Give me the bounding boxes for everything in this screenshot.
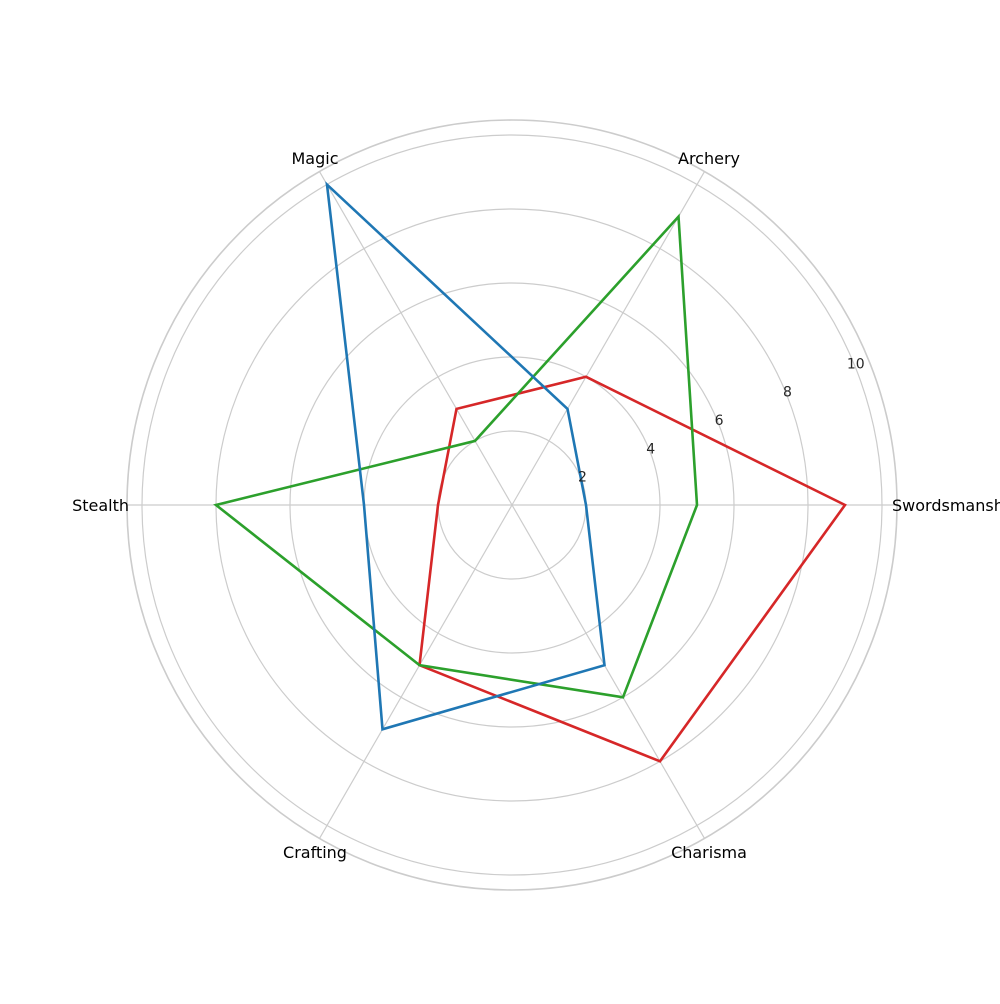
grid-layer xyxy=(126,119,898,891)
axis-label-crafting: Crafting xyxy=(283,843,347,862)
series-line-3 xyxy=(325,181,606,731)
spoke-line xyxy=(318,171,513,506)
axis-label-magic: Magic xyxy=(291,149,338,168)
series-line-2 xyxy=(213,213,699,699)
label-layer: Swordsmanship Archery Magic Stealth Crafting… xyxy=(72,149,1000,862)
radial-tick-label: 10 xyxy=(847,356,865,372)
axis-label-swordsmanship: Swordsmanship xyxy=(892,496,1000,515)
axis-label-charisma: Charisma xyxy=(671,843,747,862)
series-layer xyxy=(213,181,847,763)
radial-tick-label: 4 xyxy=(646,441,655,457)
axis-label-archery: Archery xyxy=(678,149,740,168)
series-line-1 xyxy=(418,375,847,763)
axis-label-stealth: Stealth xyxy=(72,496,129,515)
spoke-line xyxy=(318,504,513,839)
spoke-line xyxy=(511,171,706,506)
spoke-line xyxy=(511,504,706,839)
radial-tick-label: 2 xyxy=(578,470,587,486)
radial-tick-label: 6 xyxy=(715,413,724,429)
radial-tick-label: 8 xyxy=(783,385,792,401)
